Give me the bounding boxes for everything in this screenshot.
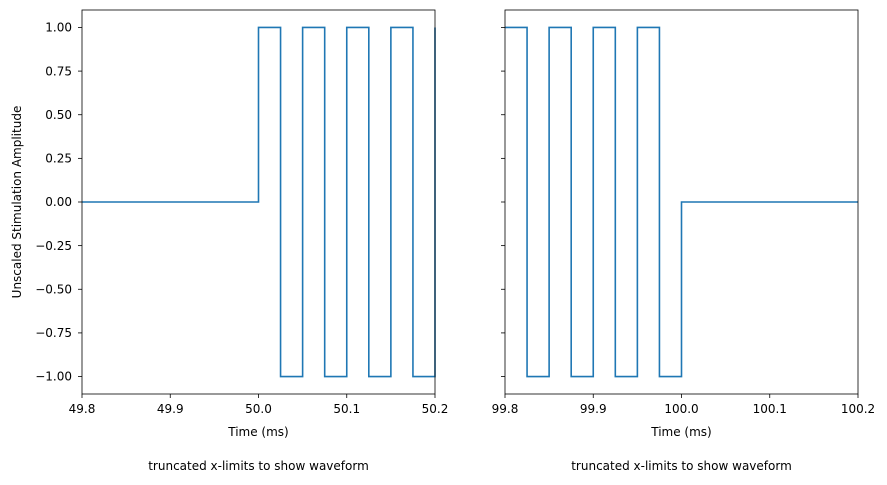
left-waveform-line (82, 26, 436, 378)
right-waveform-line (505, 26, 858, 378)
right-x-tick-label: 100.1 (753, 402, 787, 416)
left-caption: truncated x-limits to show waveform (148, 459, 369, 473)
right-x-axis-label: Time (ms) (650, 425, 712, 439)
left-y-tick-label: 0.75 (45, 64, 72, 78)
left-y-tick-label: 1.00 (45, 21, 72, 35)
left-y-tick-label: −0.25 (35, 239, 72, 253)
left-y-ticks: 1.00 0.75 0.50 0.25 0.00 −0.25 −0.50 −0.75 −1.00 (35, 21, 82, 384)
right-panel: 99.8 99.9 100.0 100.1 100.2 Time (ms) trunca… (492, 9, 875, 473)
left-y-axis-label: Unscaled Stimulation Amplitude (10, 106, 24, 299)
right-x-tick-label: 99.8 (492, 402, 519, 416)
left-series-0 (82, 26, 436, 378)
right-x-tick-label: 99.9 (580, 402, 607, 416)
right-y-ticks (501, 27, 505, 377)
left-x-ticks: 49.8 49.9 50.0 50.1 50.2 (69, 394, 449, 416)
left-x-axis-label: Time (ms) (227, 425, 289, 439)
left-y-tick-label: 0.00 (45, 195, 72, 209)
right-x-tick-label: 100.2 (841, 402, 875, 416)
right-x-ticks: 99.8 99.9 100.0 100.1 100.2 (492, 394, 875, 416)
left-x-tick-label: 49.8 (69, 402, 96, 416)
left-y-tick-label: −0.75 (35, 326, 72, 340)
left-y-tick-label: −0.50 (35, 282, 72, 296)
right-x-tick-label: 100.0 (664, 402, 698, 416)
left-y-tick-label: 0.50 (45, 108, 72, 122)
left-x-tick-label: 50.0 (245, 402, 272, 416)
left-y-tick-label: −1.00 (35, 370, 72, 384)
left-y-tick-label: 0.25 (45, 152, 72, 166)
left-x-tick-label: 50.1 (333, 402, 360, 416)
right-series-0 (505, 26, 858, 378)
left-panel: 1.00 0.75 0.50 0.25 0.00 −0.25 −0.50 −0.75 −1.00… (10, 9, 449, 473)
left-x-tick-label: 50.2 (422, 402, 449, 416)
left-x-tick-label: 49.9 (157, 402, 184, 416)
right-caption: truncated x-limits to show waveform (571, 459, 792, 473)
